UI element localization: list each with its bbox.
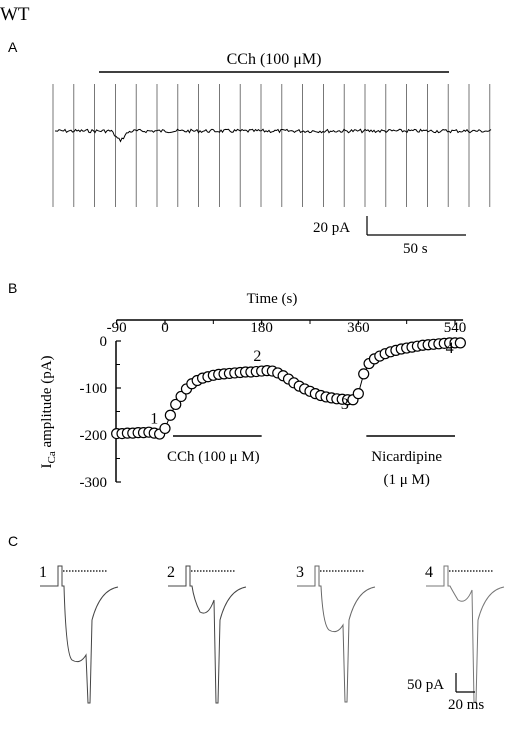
ica-time-course-chart: Time (s) ICa amplitude (pA) -90 0 180 360 54… — [39, 291, 466, 491]
point-label: 4 — [446, 340, 454, 357]
scale-label-a-current: 20 pA — [313, 220, 350, 236]
drug-label: CCh (100 μ M) — [167, 449, 260, 465]
data-point — [170, 398, 182, 411]
panel-c-label: C — [8, 533, 18, 549]
panel-c-traces: 1 2 3 4 — [39, 564, 505, 704]
point-label: 1 — [150, 410, 158, 427]
current-trace-4 — [426, 565, 505, 703]
y-tick-label: -100 — [80, 381, 108, 397]
panel-a-label: A — [8, 39, 18, 55]
data-point — [358, 368, 370, 380]
scale-label-a-time: 50 s — [403, 241, 428, 257]
point-labels: 1 2 3 4 — [150, 340, 453, 427]
scale-label-c-time: 20 ms — [448, 697, 484, 713]
panel-c-scale-bar: 50 pA 20 ms — [407, 673, 484, 713]
current-trace-2 — [168, 565, 247, 704]
drug-label-a: CCh (100 μM) — [227, 51, 322, 68]
drug-label: Nicardipine — [371, 449, 442, 465]
data-point — [164, 409, 176, 421]
data-point — [175, 390, 187, 403]
holding-current-trace — [55, 128, 492, 143]
x-tick-label: 540 — [444, 320, 467, 336]
trace-number-2: 2 — [167, 564, 175, 581]
y-tick-label: -300 — [80, 475, 108, 491]
panel-b-label: B — [8, 280, 17, 296]
panel-a: CCh (100 μM) 20 pA 50 s — [52, 51, 492, 257]
data-point — [352, 388, 364, 400]
x-axis-title: Time (s) — [247, 291, 298, 307]
scale-label-c-current: 50 pA — [407, 677, 444, 693]
x-tick-label: 360 — [347, 320, 370, 336]
trace-number-1: 1 — [39, 564, 47, 581]
data-point — [159, 422, 171, 435]
y-tick-label: 0 — [100, 334, 108, 350]
y-tick-label: -200 — [80, 428, 108, 444]
point-label: 3 — [341, 396, 349, 413]
y-axis-title-main: I — [39, 464, 55, 469]
trace-number-4: 4 — [425, 564, 433, 581]
drug-label-line2: (1 μ M) — [383, 472, 429, 488]
series-points — [111, 337, 466, 440]
voltage-ramp-artifacts — [52, 84, 491, 207]
x-tick-label: 0 — [161, 320, 169, 336]
data-point — [454, 337, 466, 349]
current-trace-3 — [297, 565, 376, 703]
y-axis-title-rest: amplitude (pA) — [39, 355, 55, 451]
y-axis-title: ICa amplitude (pA) — [39, 355, 58, 468]
y-axis-title-sub: Ca — [46, 451, 58, 463]
x-tick-label: 180 — [250, 320, 273, 336]
genotype-title: WT — [0, 4, 30, 25]
trace-number-3: 3 — [296, 564, 304, 581]
drug-annotations: CCh (100 μ M) Nicardipine (1 μ M) — [167, 435, 455, 488]
x-tick-label: -90 — [107, 320, 127, 336]
current-trace-1 — [40, 565, 119, 704]
point-label: 2 — [253, 348, 261, 365]
